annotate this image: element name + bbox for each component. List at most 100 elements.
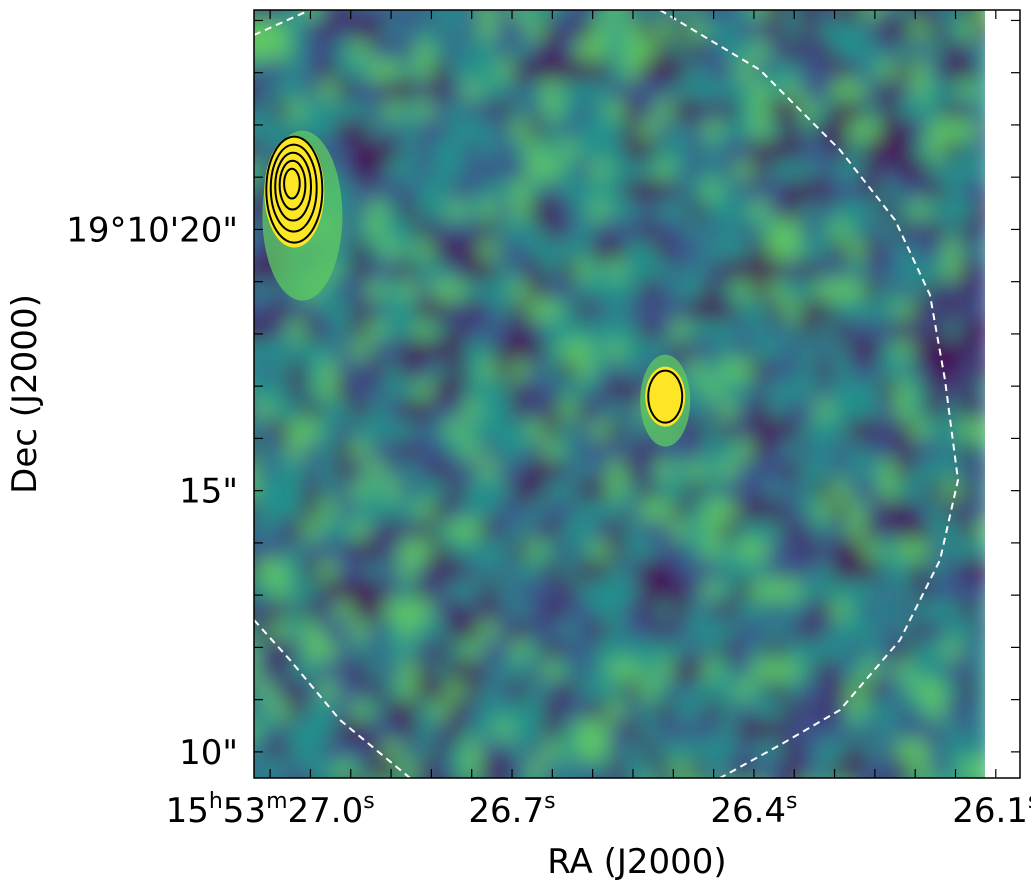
noise-cell — [928, 220, 945, 241]
noise-cell — [464, 20, 481, 41]
noise-cell — [384, 580, 401, 601]
noise-cell — [736, 740, 753, 761]
noise-cell — [256, 280, 273, 301]
noise-cell — [320, 500, 337, 521]
noise-cell — [832, 200, 849, 221]
noise-cell — [560, 720, 577, 741]
noise-cell — [448, 360, 465, 381]
noise-cell — [640, 200, 657, 221]
noise-cell — [832, 180, 849, 201]
noise-cell — [896, 800, 913, 821]
noise-cell — [896, 20, 913, 41]
noise-cell — [304, 480, 321, 501]
noise-cell — [304, 360, 321, 381]
noise-cell — [720, 10, 737, 21]
noise-cell — [544, 600, 561, 621]
noise-cell — [832, 340, 849, 361]
noise-cell — [928, 420, 945, 441]
noise-cell — [656, 760, 673, 778]
noise-cell — [528, 700, 545, 721]
noise-cell — [464, 460, 481, 481]
noise-cell — [864, 440, 881, 461]
noise-cell — [736, 40, 753, 61]
noise-cell — [768, 460, 785, 481]
noise-cell — [576, 580, 593, 601]
x-tick-label-part: m — [266, 789, 287, 814]
noise-cell — [688, 520, 705, 541]
noise-cell — [688, 640, 705, 661]
noise-cell — [960, 100, 977, 121]
noise-cell — [912, 180, 929, 201]
noise-cell — [416, 20, 433, 41]
noise-cell — [256, 660, 273, 681]
noise-cell — [496, 680, 513, 701]
noise-cell — [928, 740, 945, 761]
noise-cell — [336, 620, 353, 641]
noise-cell — [832, 20, 849, 41]
noise-cell — [464, 300, 481, 321]
noise-cell — [672, 340, 689, 361]
noise-cell — [640, 140, 657, 161]
noise-cell — [592, 40, 609, 61]
noise-cell — [432, 500, 449, 521]
noise-cell — [416, 320, 433, 341]
x-axis-title: RA (J2000) — [547, 842, 726, 882]
noise-cell — [688, 720, 705, 741]
noise-cell — [288, 740, 305, 761]
noise-cell — [336, 540, 353, 561]
noise-cell — [464, 0, 481, 1]
noise-cell — [560, 480, 577, 501]
noise-cell — [432, 560, 449, 581]
noise-cell — [656, 320, 673, 341]
noise-cell — [304, 660, 321, 681]
noise-cell — [912, 40, 929, 61]
noise-cell — [224, 300, 241, 321]
noise-cell — [864, 480, 881, 501]
noise-cell — [880, 120, 897, 141]
noise-cell — [640, 300, 657, 321]
noise-cell — [896, 260, 913, 281]
noise-cell — [544, 620, 561, 641]
noise-cell — [480, 360, 497, 381]
noise-cell — [608, 40, 625, 61]
noise-cell — [432, 360, 449, 381]
noise-cell — [624, 340, 641, 361]
noise-cell — [912, 400, 929, 421]
noise-cell — [944, 480, 961, 501]
noise-cell — [544, 160, 561, 181]
noise-cell — [416, 700, 433, 721]
noise-cell — [256, 100, 273, 121]
noise-cell — [848, 460, 865, 481]
noise-cell — [848, 660, 865, 681]
noise-cell — [800, 0, 817, 1]
noise-cell — [880, 180, 897, 201]
noise-cell — [928, 600, 945, 621]
footprint-outline-upper — [254, 10, 960, 778]
noise-cell — [848, 520, 865, 541]
noise-cell — [656, 140, 673, 161]
noise-cell — [528, 280, 545, 301]
noise-cell — [256, 320, 273, 341]
noise-cell — [368, 640, 385, 661]
noise-cell — [768, 520, 785, 541]
noise-cell — [880, 80, 897, 101]
noise-cell — [352, 520, 369, 541]
noise-cell — [336, 480, 353, 501]
noise-cell — [912, 480, 929, 501]
noise-cell — [544, 540, 561, 561]
noise-cell — [768, 340, 785, 361]
noise-cell — [254, 580, 257, 601]
noise-cell — [912, 320, 929, 341]
noise-cell — [448, 800, 465, 821]
noise-cell — [784, 20, 801, 41]
noise-cell — [672, 160, 689, 181]
noise-cell — [944, 500, 961, 521]
noise-cell — [496, 360, 513, 381]
noise-cell — [416, 400, 433, 421]
noise-cell — [880, 0, 897, 1]
noise-cell — [432, 340, 449, 361]
noise-cell — [784, 680, 801, 701]
noise-cell — [254, 120, 257, 141]
noise-cell — [352, 540, 369, 561]
noise-cell — [640, 540, 657, 561]
